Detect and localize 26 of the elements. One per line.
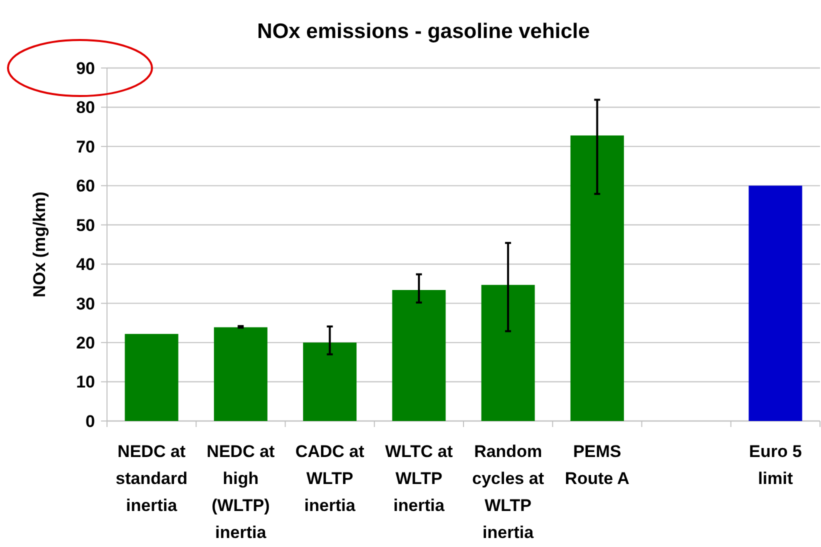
bar [214, 327, 268, 421]
y-tick-label: 40 [76, 255, 95, 274]
y-tick-label: 20 [76, 334, 95, 353]
bar [570, 135, 624, 421]
x-tick-label: Euro 5 limit [748, 442, 802, 488]
y-tick-label: 70 [76, 137, 95, 156]
x-tick-label: Random cycles at WLTP inertia [472, 442, 544, 542]
bar [303, 342, 357, 421]
y-tick-label: 0 [86, 412, 95, 431]
x-tick-label: CADC at WLTP inertia [295, 442, 365, 515]
bar [124, 334, 178, 421]
x-tick-label: NEDC at standard inertia [116, 442, 188, 515]
bar [481, 284, 535, 421]
y-tick-label: 10 [76, 372, 95, 392]
bar [392, 290, 446, 421]
bar [748, 186, 802, 421]
y-tick-label: 60 [76, 176, 95, 196]
y-axis-title: NOx (mg/km) [30, 192, 49, 298]
y-tick-label: 30 [76, 294, 95, 314]
x-tick-label: NEDC at high (WLTP) inertia [206, 442, 276, 542]
y-tick-label: 90 [76, 58, 95, 78]
x-tick-label: WLTC at WLTP inertia [385, 442, 454, 515]
y-tick-label: 80 [76, 98, 95, 118]
y-tick-label: 50 [76, 216, 95, 235]
chart-title: NOx emissions - gasoline vehicle [257, 20, 590, 43]
x-tick-label: PEMS Route A [564, 442, 630, 488]
